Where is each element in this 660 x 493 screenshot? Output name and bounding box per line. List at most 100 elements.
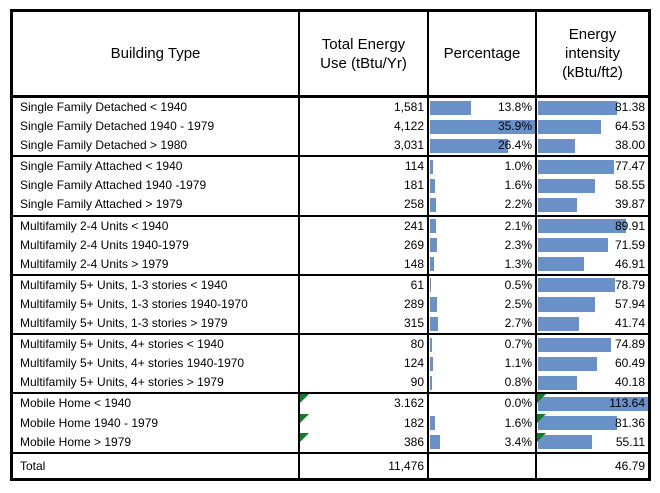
header-label: Percentage [443,45,521,62]
error-flag-icon [300,413,309,423]
energy-use-cell[interactable]: 1,581 [298,98,427,118]
percentage-cell[interactable]: 2.7% [427,314,535,334]
intensity-cell[interactable]: 57.94 [535,294,648,315]
percentage-cell[interactable]: 0.8% [427,373,535,393]
intensity-bar [538,375,578,390]
energy-use-cell[interactable]: 61 [298,275,427,295]
percentage-cell[interactable]: 1.6% [427,413,535,433]
building-type-cell[interactable]: Single Family Detached 1940 - 1979 [20,119,215,134]
building-type-cell[interactable]: Multifamily 2-4 Units > 1979 [20,256,169,271]
percentage-bar [430,375,433,390]
energy-use-cell[interactable]: 315 [298,314,427,334]
energy-use-cell[interactable]: 181 [298,176,427,196]
intensity-cell[interactable]: 60.49 [535,354,648,374]
percentage-cell[interactable]: 1.6% [427,176,535,196]
intensity-cell[interactable]: 55.11 [535,432,648,452]
building-type-cell[interactable]: Multifamily 2-4 Units < 1940 [20,218,169,233]
intensity-cell[interactable]: 46.91 [535,254,648,274]
table-row: Multifamily 5+ Units, 4+ stories > 1979 … [13,373,648,395]
percentage-cell[interactable]: 3.4% [427,432,535,452]
percentage-cell[interactable]: 2.3% [427,235,535,255]
intensity-cell[interactable]: 39.87 [535,195,648,215]
energy-use-cell[interactable]: 269 [298,235,427,255]
total-energy-cell[interactable]: 11,476 [298,453,427,478]
header-percentage[interactable]: Percentage [427,12,535,95]
table-row: Multifamily 2-4 Units < 1940 241 2.1% 89… [13,216,648,236]
energy-use-cell[interactable]: 3,031 [298,136,427,156]
percentage-cell[interactable]: 13.8% [427,98,535,118]
energy-use-cell[interactable]: 182 [298,413,427,433]
building-type-cell[interactable]: Multifamily 5+ Units, 4+ stories 1940-19… [20,356,245,371]
building-type-cell[interactable]: Single Family Detached < 1940 [20,100,188,114]
percentage-cell[interactable]: 2.2% [427,195,535,215]
building-type-cell[interactable]: Single Family Detached > 1980 [20,138,188,153]
percentage-cell[interactable]: 2.5% [427,294,535,315]
total-percentage-cell[interactable] [427,453,535,478]
header-intensity[interactable]: Energy intensity (kBtu/ft2) [535,12,648,95]
building-type-cell[interactable]: Single Family Attached > 1979 [20,197,183,212]
intensity-bar [538,297,595,312]
percentage-bar [430,159,433,174]
building-type-cell[interactable]: Mobile Home > 1979 [20,434,132,449]
error-flag-icon [537,432,546,442]
total-intensity-cell[interactable]: 46.79 [535,453,648,478]
building-type-cell[interactable]: Multifamily 5+ Units, 1-3 stories < 1940 [20,277,228,292]
percentage-cell[interactable]: 0.0% [427,394,535,414]
percentage-bar [430,278,432,293]
table-row: Multifamily 5+ Units, 1-3 stories 1940-1… [13,294,648,315]
percentage-cell[interactable]: 0.5% [427,275,535,295]
building-type-cell[interactable]: Multifamily 5+ Units, 4+ stories > 1979 [20,375,224,390]
energy-use-cell[interactable]: 258 [298,195,427,215]
intensity-cell[interactable]: 113.64 [535,394,648,414]
header-building-type[interactable]: Building Type [13,12,298,95]
energy-use-cell[interactable]: 80 [298,335,427,355]
error-flag-icon [300,432,309,442]
energy-use-cell[interactable]: 90 [298,373,427,393]
intensity-cell[interactable]: 58.55 [535,176,648,196]
energy-use-cell[interactable]: 114 [298,157,427,177]
intensity-cell[interactable]: 74.89 [535,335,648,355]
intensity-cell[interactable]: 77.47 [535,157,648,177]
percentage-cell[interactable]: 2.1% [427,216,535,236]
intensity-bar [538,219,626,234]
intensity-cell[interactable]: 38.00 [535,136,648,156]
intensity-cell[interactable]: 71.59 [535,235,648,255]
building-type-cell[interactable]: Mobile Home 1940 - 1979 [20,415,159,430]
energy-use-cell[interactable]: 386 [298,432,427,452]
intensity-cell[interactable]: 78.79 [535,275,648,295]
percentage-cell[interactable]: 0.7% [427,335,535,355]
energy-use-cell[interactable]: 124 [298,354,427,374]
header-energy-use[interactable]: Total Energy Use (tBtu/Yr) [298,12,427,95]
percentage-cell[interactable]: 1.0% [427,157,535,177]
percentage-cell[interactable]: 1.3% [427,254,535,274]
energy-use-cell[interactable]: 289 [298,294,427,315]
building-type-cell[interactable]: Multifamily 5+ Units, 1-3 stories > 1979 [20,316,228,331]
energy-use-cell[interactable]: 3.162 [298,394,427,414]
percentage-cell[interactable]: 1.1% [427,354,535,374]
percentage-bar [430,435,441,450]
energy-use-cell[interactable]: 4,122 [298,117,427,137]
intensity-bar [538,278,615,293]
percentage-bar [430,178,435,193]
percentage-cell[interactable]: 26.4% [427,136,535,156]
building-type-cell[interactable]: Multifamily 5+ Units, 4+ stories < 1940 [20,337,224,352]
intensity-cell[interactable]: 40.18 [535,373,648,393]
table-row: Single Family Detached < 1940 1,581 13.8… [13,98,648,118]
intensity-cell[interactable]: 81.36 [535,413,648,433]
total-label-cell[interactable]: Total [20,458,46,473]
building-type-cell[interactable]: Multifamily 2-4 Units 1940-1979 [20,237,189,252]
building-type-cell[interactable]: Single Family Attached < 1940 [20,159,183,174]
intensity-cell[interactable]: 89.91 [535,216,648,236]
energy-use-cell[interactable]: 241 [298,216,427,236]
building-type-cell[interactable]: Multifamily 5+ Units, 1-3 stories 1940-1… [20,296,248,311]
table-row: Multifamily 5+ Units, 4+ stories < 1940 … [13,335,648,355]
energy-use-cell[interactable]: 148 [298,254,427,274]
building-type-cell[interactable]: Single Family Attached 1940 -1979 [20,178,207,193]
intensity-cell[interactable]: 41.74 [535,314,648,334]
percentage-cell[interactable]: 35.9% [427,117,535,137]
intensity-cell[interactable]: 81.38 [535,98,648,118]
intensity-cell[interactable]: 64.53 [535,117,648,137]
percentage-bar [430,138,508,153]
building-type-cell[interactable]: Mobile Home < 1940 [20,396,132,411]
